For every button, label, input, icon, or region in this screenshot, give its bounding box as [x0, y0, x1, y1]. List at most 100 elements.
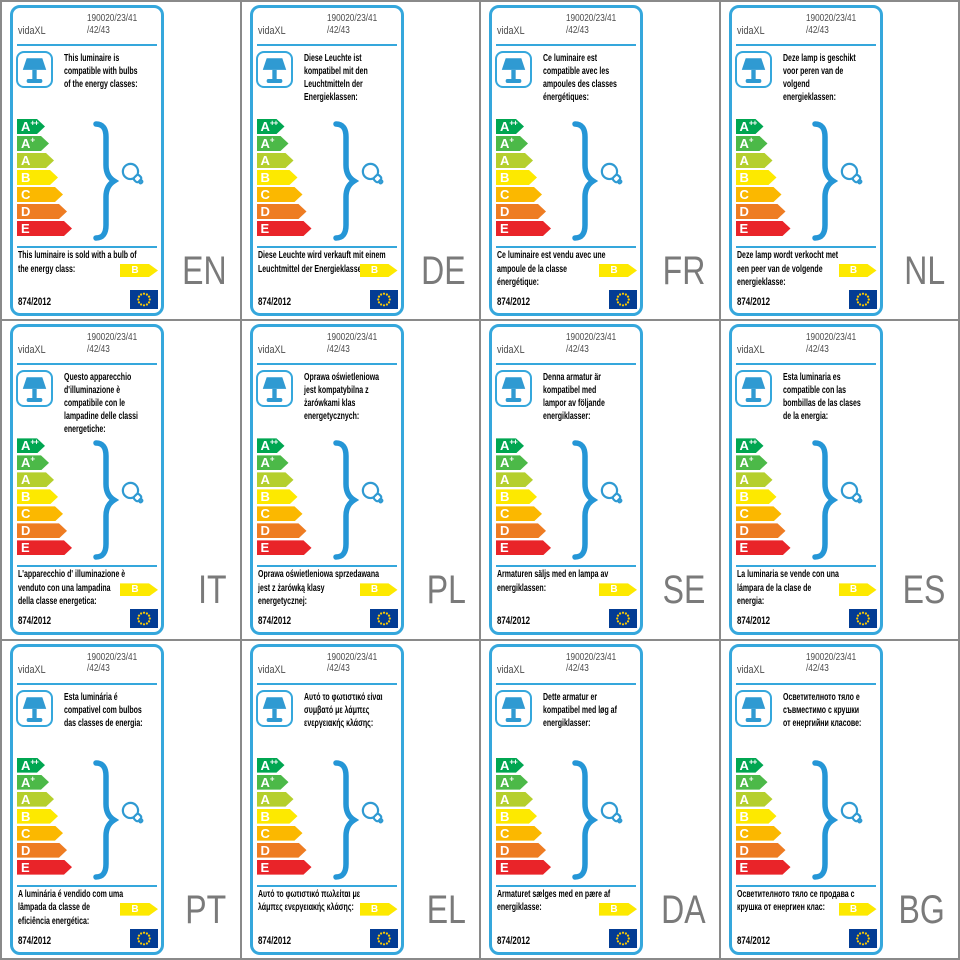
bulb-icon: [357, 158, 391, 192]
energy-class-letter: E: [260, 859, 270, 875]
brace-icon: [569, 759, 603, 881]
energy-class-letter: E: [500, 221, 509, 236]
model-number: 190020/23/41 /42/43: [805, 651, 856, 675]
footer-divider: [496, 565, 636, 568]
header-divider: [256, 44, 397, 46]
energy-class-arrow: C: [257, 506, 303, 521]
model-number: 190020/23/41 /42/43: [566, 332, 617, 355]
energy-class-scale: A++ A+ A B C D E: [496, 119, 551, 238]
energy-class-letter: D: [739, 204, 749, 219]
energy-class-arrow: D: [257, 204, 307, 219]
energy-class-letter: B: [21, 808, 31, 824]
language-code: IT: [198, 568, 227, 613]
energy-class-sup: ++: [509, 118, 517, 128]
energy-class-arrow: D: [736, 523, 786, 538]
brace-icon: [569, 120, 603, 242]
regulation-number: 874/2012: [257, 296, 291, 308]
energy-class-letter: A: [500, 455, 510, 471]
energy-label-card: vidaXL 190020/23/41 /42/43 Denna armatur…: [489, 324, 643, 636]
table-lamp-icon: [16, 51, 53, 88]
energy-class-letter: A: [500, 774, 510, 790]
footer-divider: [256, 246, 397, 248]
header-divider: [256, 363, 397, 366]
energy-class-letter: A: [739, 153, 749, 168]
energy-class-arrow: A++: [736, 119, 764, 134]
energy-class-letter: C: [500, 187, 510, 202]
sold-class-letter: B: [849, 265, 858, 276]
energy-class-sup: ++: [748, 438, 757, 447]
model-number: 190020/23/41 /42/43: [805, 332, 856, 355]
language-code: PL: [426, 568, 466, 613]
energy-class-scale: A++ A+ A B C D E: [736, 438, 791, 557]
sold-class-arrow: B: [599, 264, 637, 277]
header-divider: [735, 44, 876, 46]
energy-class-letter: D: [21, 523, 31, 539]
brand-text: vidaXL: [497, 25, 525, 37]
energy-class-arrow: D: [17, 843, 67, 858]
sold-with-text: Diese Leuchte wird verkauft mit einem Le…: [257, 250, 386, 275]
energy-class-arrow: A: [257, 153, 294, 168]
energy-class-letter: D: [500, 842, 510, 858]
sold-with-text: Αυτό το φωτιστικό πωλείται με λάμπες ενε…: [257, 888, 360, 914]
energy-class-arrow: A+: [736, 775, 768, 790]
model-number: 190020/23/41 /42/43: [566, 651, 617, 675]
energy-label-card: vidaXL 190020/23/41 /42/43 Dette armatur…: [489, 643, 643, 955]
energy-class-arrow: A++: [17, 119, 45, 134]
energy-class-arrow: B: [257, 170, 298, 185]
brace-icon: [90, 120, 124, 242]
eu-flag-icon: [609, 928, 637, 948]
bulb-icon: [596, 797, 630, 831]
model-number: 190020/23/41 /42/43: [326, 332, 377, 355]
energy-class-letter: A: [260, 119, 270, 134]
energy-class-arrow: B: [736, 489, 777, 504]
energy-class-arrow: A++: [257, 758, 285, 773]
energy-class-sup: ++: [30, 118, 38, 128]
brand-text: vidaXL: [257, 663, 286, 676]
footer-divider: [17, 565, 157, 568]
brace-icon: [90, 439, 124, 561]
energy-class-letter: D: [739, 523, 749, 539]
eu-flag-icon: [848, 609, 877, 629]
language-code: DE: [421, 249, 466, 293]
table-lamp-icon: [255, 689, 293, 727]
energy-class-scale: A++ A+ A B C D E: [17, 438, 72, 557]
energy-class-arrow: A+: [257, 136, 289, 151]
sold-with-text: A luminária é vendido com uma lâmpada da…: [18, 888, 124, 927]
brand-text: vidaXL: [18, 25, 46, 37]
energy-class-sup: +: [748, 774, 753, 784]
energy-class-sup: ++: [30, 438, 38, 447]
energy-class-letter: A: [21, 136, 31, 151]
label-card-cell: vidaXL 190020/23/41 /42/43 Deze lamp is …: [720, 2, 958, 320]
sold-class-letter: B: [610, 265, 618, 276]
energy-class-letter: A: [500, 757, 510, 773]
language-code: NL: [904, 249, 945, 293]
sold-class-arrow: B: [120, 583, 158, 596]
energy-class-arrow: A+: [257, 455, 289, 470]
brand-text: vidaXL: [257, 25, 286, 37]
energy-class-arrow: B: [496, 170, 537, 185]
sold-class-arrow: B: [360, 583, 398, 596]
energy-class-letter: E: [739, 540, 749, 556]
sold-class-letter: B: [370, 265, 379, 276]
brand-text: vidaXL: [497, 344, 525, 357]
energy-class-letter: D: [739, 842, 749, 858]
energy-label-card: vidaXL 190020/23/41 /42/43 Esta luminári…: [10, 643, 164, 955]
brand-text: vidaXL: [257, 344, 286, 357]
energy-class-letter: E: [21, 540, 30, 556]
table-lamp-icon: [734, 51, 772, 88]
energy-class-arrow: C: [496, 826, 542, 841]
brace-icon: [809, 439, 843, 561]
energy-class-arrow: D: [736, 843, 786, 858]
sold-class-letter: B: [849, 903, 858, 915]
energy-class-arrow: B: [17, 170, 58, 185]
energy-class-arrow: A+: [17, 136, 49, 151]
energy-class-letter: B: [260, 170, 270, 185]
energy-class-letter: A: [500, 472, 510, 488]
compatibility-text: Diese Leuchte ist kompatibel mit den Leu…: [303, 53, 368, 103]
table-lamp-icon: [495, 689, 532, 727]
table-lamp-icon: [16, 370, 53, 408]
sold-class-arrow: B: [120, 264, 158, 277]
energy-class-arrow: D: [736, 204, 786, 219]
energy-class-letter: C: [500, 506, 510, 522]
energy-class-letter: C: [739, 187, 749, 202]
